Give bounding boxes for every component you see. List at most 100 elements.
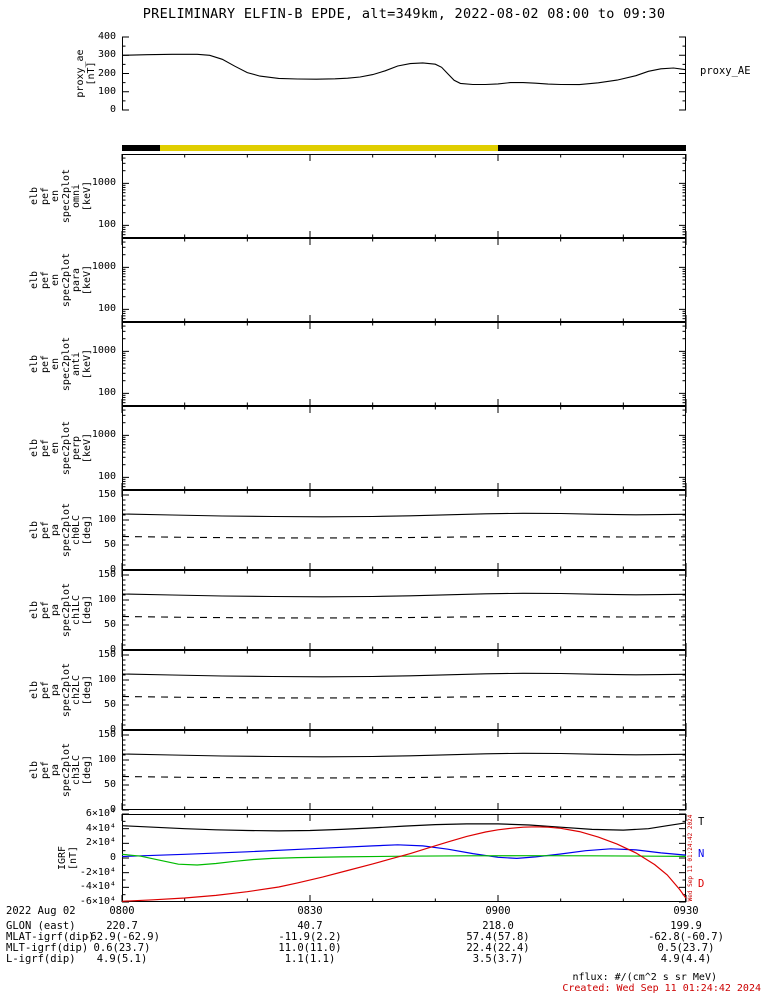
- vertical-timestamp: Wed Sep 11 01:24:42 2024: [687, 814, 694, 902]
- y-tick-label: 100: [97, 674, 116, 685]
- y-tick-label: 0: [109, 104, 116, 115]
- lshell-label: L-igrf(dip): [6, 953, 76, 965]
- igrf-d-label: D: [698, 878, 705, 890]
- mlt-label: MLT-igrf(dip): [6, 942, 89, 954]
- mlt-value: 0.5(23.7): [657, 942, 715, 954]
- panel-en-spec-omni: 100 1000: [92, 154, 687, 238]
- y-tick-label: 150: [97, 649, 116, 660]
- panel-en-spec-para: 100 1000: [92, 238, 687, 322]
- pa-ch1-chart: [121, 570, 687, 651]
- y-tick-label: 100: [97, 219, 116, 231]
- y-tick-label: 200: [97, 67, 116, 79]
- y-tick-label: 100: [97, 471, 116, 483]
- mlat-label: MLAT-igrf(dip): [6, 931, 95, 943]
- y-tick-label: 100: [97, 387, 116, 399]
- lshell-value: 4.9(5.1): [96, 953, 148, 965]
- y-tick-label: 50: [103, 619, 116, 630]
- series-D: [121, 826, 687, 902]
- nflux-units-note: nflux: #/(cm^2 s sr MeV): [572, 972, 718, 983]
- y-tick-label: 0: [109, 564, 116, 575]
- colorbar-segment: [498, 145, 686, 151]
- y-tick-label: 150: [97, 729, 116, 740]
- pa-ch0-y-axis-label: elb pef pa spec2plot ch0LC [deg]: [29, 502, 93, 558]
- y-tick-label: 1000: [91, 261, 116, 273]
- lshell-value: 1.1(1.1): [284, 953, 336, 965]
- mlt-value: 22.4(22.4): [466, 942, 530, 954]
- igrf-n-label: N: [698, 848, 705, 860]
- glon-value: 218.0: [482, 920, 514, 932]
- igrf-chart: [121, 813, 687, 903]
- y-tick-label: 50: [103, 539, 116, 550]
- y-tick-label: 100: [97, 85, 116, 97]
- series-loss-cone: [121, 752, 687, 758]
- en-spec-para-chart: [121, 238, 687, 322]
- y-tick-label: 4×10⁴: [85, 822, 116, 834]
- y-tick-label: 400: [97, 31, 116, 42]
- en-spec-anti-chart: [121, 322, 687, 406]
- mlt-value: 11.0(11.0): [278, 942, 342, 954]
- pa-ch2-chart: [121, 650, 687, 731]
- series-anti-loss-cone: [121, 615, 687, 619]
- series-E: [121, 853, 687, 866]
- proxy-ae-chart: [121, 36, 687, 111]
- lshell-value: 4.9(4.4): [660, 953, 712, 965]
- glon-value: 40.7: [297, 920, 323, 932]
- y-tick-label: 100: [97, 303, 116, 315]
- time-tick: 0900: [485, 905, 511, 917]
- y-tick-label: 1000: [91, 345, 116, 357]
- y-tick-label: 150: [97, 489, 116, 500]
- colorbar: [122, 145, 686, 151]
- created-timestamp: Created: Wed Sep 11 01:24:42 2024: [562, 983, 761, 994]
- series-T: [121, 822, 687, 832]
- mlat-value: -11.9(2.2): [278, 931, 342, 943]
- y-tick-label: 300: [97, 49, 116, 61]
- pa-ch2-y-axis-label: elb pef pa spec2plot ch2LC [deg]: [29, 662, 93, 718]
- date-label: 2022 Aug 02: [6, 905, 76, 917]
- panel-pa-ch1: 0 50 100 150: [98, 570, 687, 655]
- en-spec-perp-chart: [121, 406, 687, 490]
- y-tick-label: -4×10⁴: [79, 881, 116, 893]
- pa-ch1-y-axis-label: elb pef pa spec2plot ch1LC [deg]: [29, 582, 93, 638]
- y-tick-label: -6×10⁴: [79, 896, 116, 907]
- pa-ch3-chart: [121, 730, 687, 811]
- y-tick-label: 0: [109, 804, 116, 815]
- panel-pa-ch3: 0 50 100 150: [98, 730, 687, 815]
- glon-value: 199.9: [670, 920, 702, 932]
- y-tick-label: 2×10⁴: [85, 837, 116, 849]
- y-tick-label: 150: [97, 569, 116, 580]
- mlat-value: -62.8(-60.7): [648, 931, 724, 943]
- mlat-value: 57.4(57.8): [466, 931, 530, 943]
- panel-igrf: -6×10⁴ -4×10⁴ -2×10⁴ 0 2×10⁴ 4×10⁴ 6×10⁴: [80, 809, 687, 907]
- panel-pa-ch0: 0 50 100 150: [98, 490, 687, 575]
- panel-en-spec-perp: 100 1000: [92, 406, 687, 490]
- series-loss-cone: [121, 512, 687, 518]
- y-tick-label: 1000: [91, 177, 116, 189]
- panel-proxy-ae: 0 100 200 300 400: [98, 32, 687, 115]
- y-tick-label: 100: [97, 514, 116, 525]
- time-tick: 0830: [297, 905, 323, 917]
- panel-pa-ch2: 0 50 100 150: [98, 650, 687, 735]
- y-tick-label: 6×10⁴: [85, 808, 116, 819]
- y-tick-label: -2×10⁴: [79, 866, 116, 878]
- glon-label: GLON (east): [6, 920, 76, 932]
- time-tick: 0800: [109, 905, 135, 917]
- pa-ch0-chart: [121, 490, 687, 571]
- panel-en-spec-anti: 100 1000: [92, 322, 687, 406]
- series-anti-loss-cone: [121, 535, 687, 539]
- glon-value: 220.7: [106, 920, 138, 932]
- igrf-t-label: T: [698, 816, 705, 828]
- y-tick-label: 0: [109, 724, 116, 735]
- en-spec-omni-chart: [121, 154, 687, 238]
- series-loss-cone: [121, 672, 687, 678]
- pa-ch3-y-axis-label: elb pef pa spec2plot ch3LC [deg]: [29, 742, 93, 798]
- y-tick-label: 0: [109, 852, 116, 863]
- colorbar-segment: [159, 145, 499, 151]
- colorbar-segment: [122, 145, 160, 151]
- time-tick: 0930: [673, 905, 699, 917]
- plot-title: PRELIMINARY ELFIN-B EPDE, alt=349km, 202…: [142, 6, 666, 22]
- proxy-ae-right-label: proxy_AE: [700, 65, 751, 77]
- series-anti-loss-cone: [121, 695, 687, 699]
- y-tick-label: 0: [109, 644, 116, 655]
- lshell-value: 3.5(3.7): [472, 953, 524, 965]
